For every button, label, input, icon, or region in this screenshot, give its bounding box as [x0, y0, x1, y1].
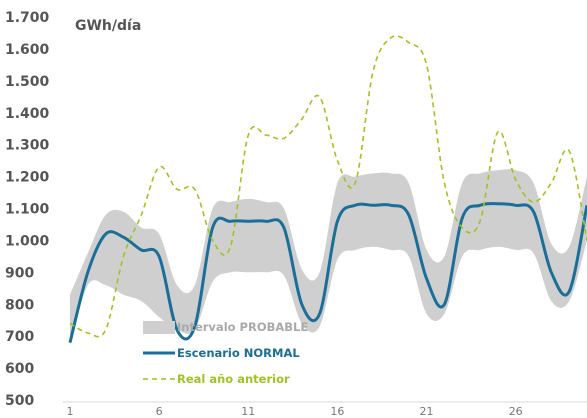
x-axis: 1 6 11 16 21 26: [67, 405, 523, 418]
series-lines: [68, 35, 587, 343]
y-tick-label: 1.600: [5, 42, 50, 58]
y-axis: 500 600 700 800 900 1.000 1.100 1.200 1.300 1.400…: [5, 10, 50, 409]
y-tick-label: 700: [5, 329, 34, 345]
x-tick-label: 1: [67, 405, 74, 418]
legend: Intervalo PROBABLE Escenario NORMAL Real a…: [143, 320, 308, 386]
y-tick-label: 800: [5, 297, 34, 313]
y-tick-label: 1.000: [5, 233, 50, 249]
legend-swatch: [143, 321, 175, 334]
series-line-real: [69, 35, 587, 338]
legend-label: Intervalo PROBABLE: [177, 320, 308, 334]
y-tick-label: 1.500: [5, 74, 50, 90]
legend-label: Real año anterior: [177, 372, 290, 386]
y-tick-label: 600: [5, 361, 34, 377]
y-tick-label: 1.200: [5, 170, 50, 186]
x-tick-label: 6: [156, 405, 163, 418]
y-tick-label: 1.700: [5, 10, 50, 26]
y-tick-label: 1.400: [5, 106, 50, 122]
series-line-normal: [68, 202, 587, 343]
x-tick-label: 16: [330, 405, 344, 418]
x-tick-label: 26: [509, 405, 523, 418]
y-tick-label: 1.300: [5, 138, 50, 154]
y-tick-label: 900: [5, 265, 34, 281]
legend-label: Escenario NORMAL: [177, 346, 300, 360]
y-tick-label: 500: [5, 393, 34, 409]
y-tick-label: 1.100: [5, 202, 50, 218]
x-tick-label: 21: [420, 405, 434, 418]
x-tick-label: 11: [241, 405, 255, 418]
unit-label: GWh/día: [75, 18, 141, 34]
